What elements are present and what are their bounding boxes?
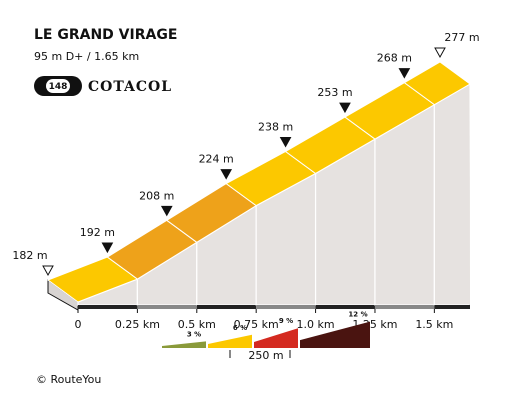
marker bbox=[220, 169, 233, 180]
x-tick-label: 0.75 km bbox=[234, 318, 279, 331]
value-label: 277 m bbox=[444, 31, 479, 44]
brand: COTACOL bbox=[88, 79, 172, 95]
marker bbox=[160, 205, 173, 217]
x-tick-label: 0.25 km bbox=[115, 318, 160, 331]
marker bbox=[101, 242, 114, 254]
badge: 148 bbox=[49, 82, 68, 92]
legend-wedge bbox=[300, 321, 370, 348]
marker bbox=[339, 102, 351, 114]
side-face bbox=[433, 82, 471, 306]
legend-label: 3 % bbox=[187, 330, 201, 338]
subtitle: 95 m D+ / 1.65 km bbox=[34, 50, 139, 63]
value-label: 208 m bbox=[139, 189, 174, 202]
legend-label: 9 % bbox=[279, 317, 293, 325]
value-label: 253 m bbox=[317, 86, 352, 99]
marker bbox=[434, 47, 446, 59]
badge-inner bbox=[46, 79, 70, 93]
x-tick-label: 1.5 km bbox=[415, 318, 453, 331]
legend-label: 12 % bbox=[348, 311, 367, 319]
value-label: 224 m bbox=[199, 153, 234, 166]
legend-wedge bbox=[208, 334, 252, 348]
x-tick-label: 0.5 km bbox=[178, 318, 216, 331]
scale-label: 250 m bbox=[248, 349, 283, 362]
chart-title: LE GRAND VIRAGE bbox=[34, 27, 177, 43]
value-label: 182 m bbox=[12, 249, 47, 262]
side-face bbox=[374, 103, 435, 306]
x-tick-label: 0 bbox=[75, 318, 82, 331]
marker bbox=[42, 265, 54, 277]
marker bbox=[279, 136, 292, 148]
footer: © RouteYou bbox=[36, 373, 101, 386]
x-tick-label: 1.0 km bbox=[297, 318, 335, 331]
legend-wedge bbox=[162, 341, 206, 348]
side-face bbox=[469, 84, 470, 305]
value-label: 192 m bbox=[80, 226, 115, 239]
legend-wedge bbox=[254, 328, 298, 348]
marker bbox=[398, 68, 411, 79]
value-label: 268 m bbox=[377, 52, 412, 65]
legend-label: 6 % bbox=[233, 324, 247, 332]
value-label: 238 m bbox=[258, 120, 293, 133]
